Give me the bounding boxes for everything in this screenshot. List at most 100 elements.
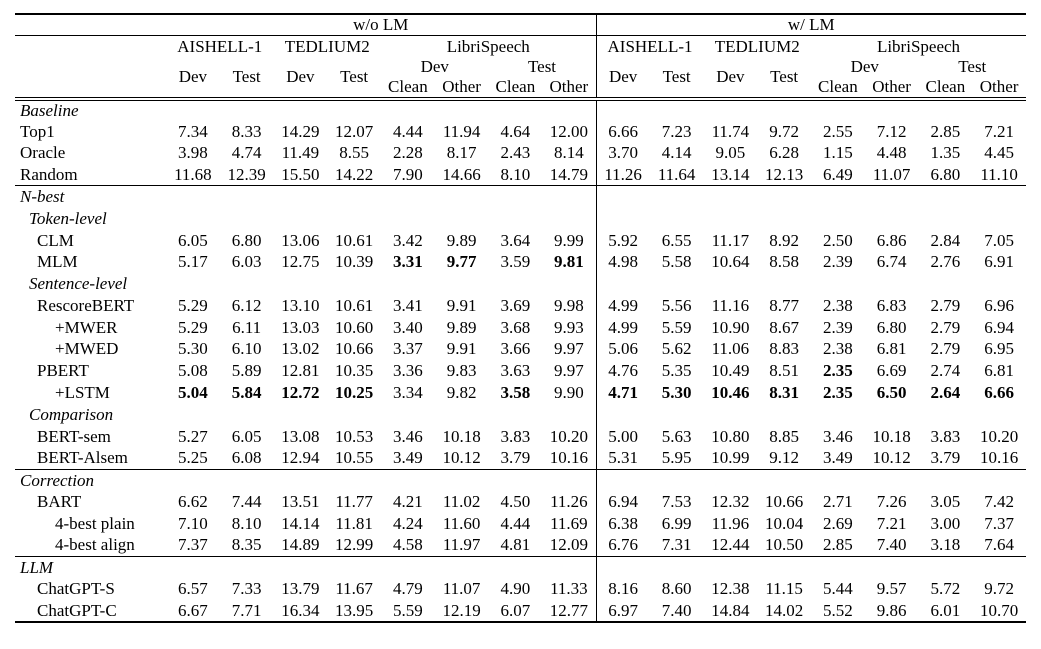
wer-cell: 2.79 [930,339,961,359]
wer-cell: 4.58 [393,535,423,555]
wer-cell: 14.14 [281,513,320,533]
section-spacer [595,185,1026,208]
wer-cell: 6.97 [595,599,650,622]
wer-cell: 6.49 [823,164,853,184]
wer-cell: 5.89 [231,361,262,381]
wer-cell: 8.85 [769,426,799,446]
wer-cell: 3.59 [500,252,531,272]
wer-cell: 9.72 [984,579,1014,599]
wer-cell: 2.28 [393,143,423,163]
wer-cell: 8.77 [769,295,799,315]
wer-cell: 6.81 [876,339,907,359]
wer-cell: 6.94 [595,490,650,513]
wer-cell: 6.66 [984,383,1014,403]
table-row-chatgpt-c: ChatGPT-C 6.67 7.71 16.34 13.95 5.59 12.19 6.07… [15,599,1026,622]
wer-cell: 3.63 [500,361,531,381]
section-spacer [595,98,1026,121]
wer-cell: 6.12 [231,295,262,315]
wer-cell: 5.06 [595,338,650,361]
row-label: Sentence-level [29,274,128,294]
wer-cell: 10.50 [765,535,804,555]
header-test: Test [232,67,261,87]
wer-cell: 3.98 [178,143,208,163]
wer-cell: 3.46 [823,426,853,446]
wer-cell: 10.66 [335,339,374,359]
wer-cell: 8.16 [595,578,650,600]
wer-cell: 10.70 [980,600,1019,620]
wer-cell: 5.95 [661,448,692,468]
table-row-4-best-plain: 4-best plain 7.10 8.10 14.14 11.81 4.24 11.60 4… [15,512,1026,535]
wer-cell: 11.15 [765,579,803,599]
wer-cell: 2.43 [500,143,531,163]
wer-cell: 2.79 [930,295,961,315]
wer-cell: 8.67 [769,317,799,337]
wer-cell: 2.69 [823,513,853,533]
header-clean: Clean [925,77,966,97]
wer-cell: 7.90 [393,164,423,184]
wer-cell: 6.10 [231,339,262,359]
section-row-n-best: N-best [15,185,1026,208]
row-label: ChatGPT-S [37,579,115,599]
wer-cell: 5.25 [178,448,208,468]
wer-cell: 4.81 [500,535,531,555]
wer-cell: 7.33 [231,579,262,599]
wer-cell: 13.95 [335,600,374,620]
wer-cell: 3.66 [500,339,531,359]
row-label: Correction [20,470,94,490]
wer-cell: 10.18 [442,426,481,446]
wer-cell: 8.60 [661,579,692,599]
row-label: 4-best plain [55,513,135,533]
wer-cell: 6.91 [984,252,1014,272]
wer-cell: 2.39 [823,252,853,272]
wer-cell: 5.92 [595,229,650,252]
wer-cell: 11.07 [872,164,911,184]
wer-cell: 12.13 [765,164,804,184]
wer-cell: 9.91 [446,339,477,359]
wer-cell: 8.51 [769,361,799,381]
wer-cell: 5.30 [661,383,692,403]
header-librispeech-w: LibriSpeech [876,36,961,56]
wer-cell: 3.42 [393,230,423,250]
row-label: ChatGPT-C [37,600,117,620]
wer-cell: 6.66 [595,120,650,143]
wer-cell: 7.05 [984,230,1014,250]
wer-cell: 12.77 [549,600,588,620]
wer-cell: 2.71 [823,492,853,512]
wer-cell: 12.72 [281,383,320,403]
wer-cell: 10.55 [335,448,374,468]
header-dev: Dev [850,57,879,77]
wer-cell: 11.49 [281,143,320,163]
wer-cell: 2.76 [930,252,961,272]
table-body: Baseline Top1 7.34 8.33 14.29 12.07 4.44 11.94 4… [15,98,1026,622]
header-clean: Clean [818,77,858,97]
wer-cell: 14.66 [442,164,481,184]
wer-cell: 5.72 [930,579,961,599]
wer-cell: 3.00 [930,513,961,533]
section-spacer [595,272,1026,295]
wer-cell: 11.26 [595,163,650,186]
table-row-mlm: MLM 5.17 6.03 12.75 10.39 3.31 9.77 3.59 9.81 4.9… [15,251,1026,273]
wer-cell: 5.63 [661,426,692,446]
table-row-mwer: +MWER 5.29 6.11 13.03 10.60 3.40 9.89 3.68 9.93 4… [15,316,1026,339]
wer-cell: 4.90 [500,579,531,599]
wer-cell: 2.64 [930,383,961,403]
table-row-lstm: +LSTM 5.04 5.84 12.72 10.25 3.34 9.82 3.58 9.90 4… [15,381,1026,404]
wer-cell: 13.10 [281,295,320,315]
subset-header-row: Clean Other Clean Other Clean Other Clea… [15,77,1026,99]
wer-cell: 10.35 [335,361,374,381]
wer-cell: 9.90 [554,383,584,403]
wer-cell: 6.11 [232,317,262,337]
wer-cell: 5.35 [661,361,692,381]
wer-cell: 9.05 [715,143,746,163]
wer-cell: 9.98 [554,295,584,315]
wer-cell: 3.49 [823,448,853,468]
wer-cell: 11.10 [980,164,1018,184]
wer-cell: 6.80 [231,230,262,250]
row-label: Random [20,164,78,184]
wer-cell: 9.99 [554,230,584,250]
wer-cell: 13.03 [281,317,320,337]
wer-cell: 4.44 [393,121,423,141]
wer-cell: 3.49 [393,448,423,468]
wer-cell: 12.00 [549,121,588,141]
wer-cell: 7.21 [984,121,1014,141]
